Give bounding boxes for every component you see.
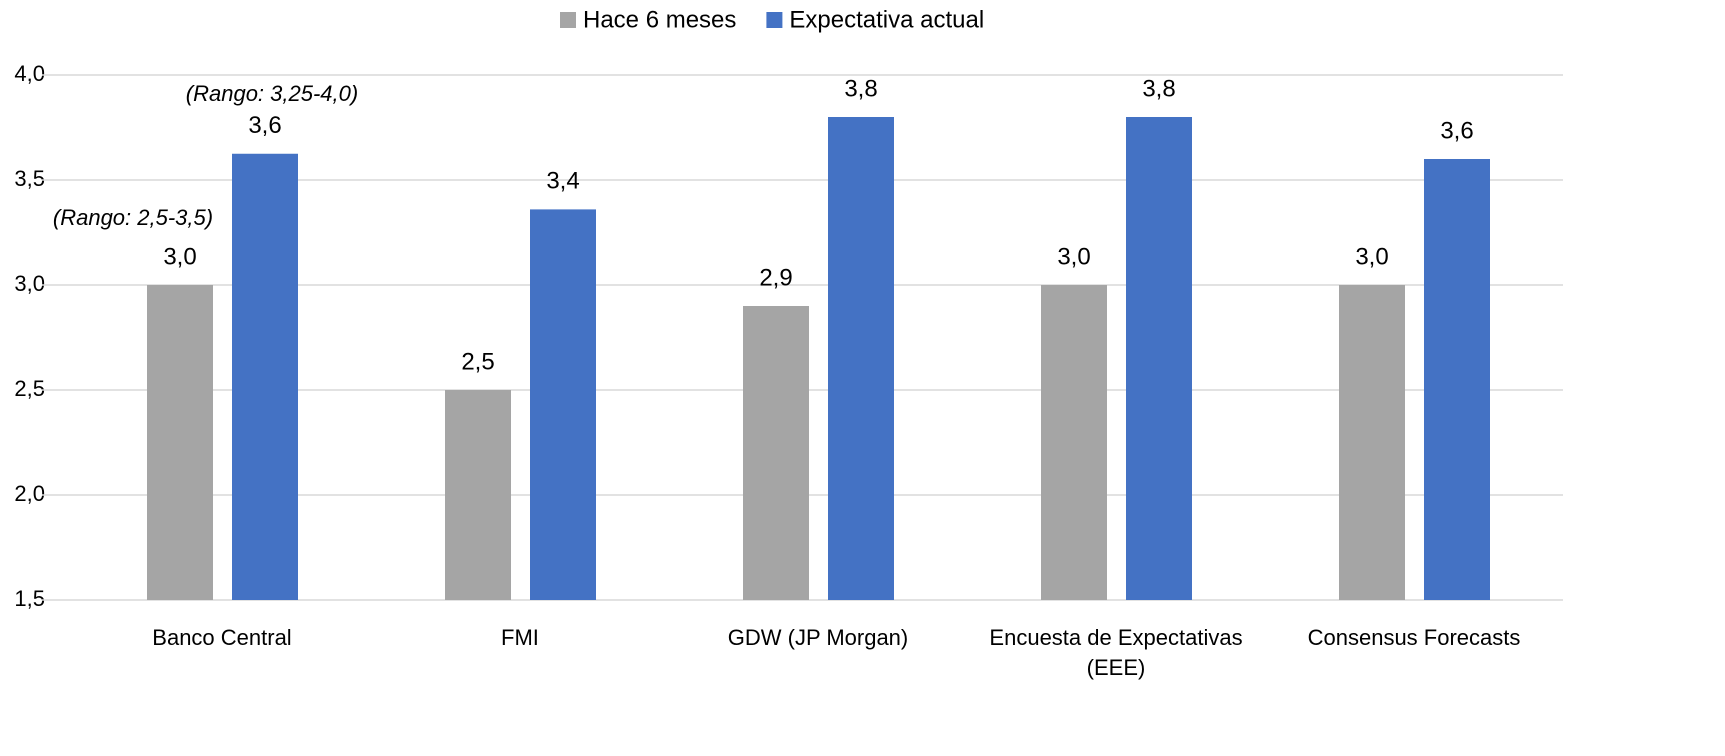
legend-label: Expectativa actual [789, 6, 984, 33]
y-tick-label: 3,5 [14, 166, 45, 191]
bar [743, 306, 809, 600]
bar [232, 153, 298, 600]
x-tick-label: Banco Central [152, 625, 292, 650]
data-label: 3,4 [546, 168, 579, 195]
data-label: 2,9 [759, 264, 792, 291]
data-label: 3,6 [1440, 117, 1473, 144]
bar [1126, 117, 1192, 600]
bar [530, 209, 596, 600]
legend-swatch [560, 12, 576, 28]
x-tick-label: Encuesta de Expectativas (EEE) [989, 625, 1243, 680]
legend-swatch [766, 12, 783, 28]
bar [1424, 159, 1490, 600]
data-label: 3,0 [1057, 243, 1090, 270]
bar [1339, 285, 1405, 600]
y-tick-label: 1,5 [14, 586, 45, 611]
bar [147, 285, 213, 600]
y-tick-label: 2,0 [14, 481, 45, 506]
data-label: 2,5 [461, 348, 494, 375]
bar [1041, 285, 1107, 600]
x-tick-label: GDW (JP Morgan) [727, 625, 909, 650]
data-label: 3,8 [1142, 75, 1175, 102]
annotation: (Rango: 3,25-4,0) [186, 81, 358, 106]
x-tick-label: FMI [501, 625, 539, 650]
y-tick-label: 2,5 [14, 376, 45, 401]
legend-label: Hace 6 meses [583, 6, 736, 33]
data-label: 3,6 [248, 112, 281, 139]
data-label: 3,8 [844, 75, 877, 102]
data-label: 3,0 [163, 243, 196, 270]
annotation: (Rango: 2,5-3,5) [53, 205, 213, 230]
data-label: 3,0 [1355, 243, 1388, 270]
x-tick-label: Consensus Forecasts [1307, 625, 1521, 650]
bar [445, 390, 511, 600]
y-tick-label: 3,0 [14, 271, 45, 296]
y-tick-label: 4,0 [14, 61, 45, 86]
bar [828, 117, 894, 600]
